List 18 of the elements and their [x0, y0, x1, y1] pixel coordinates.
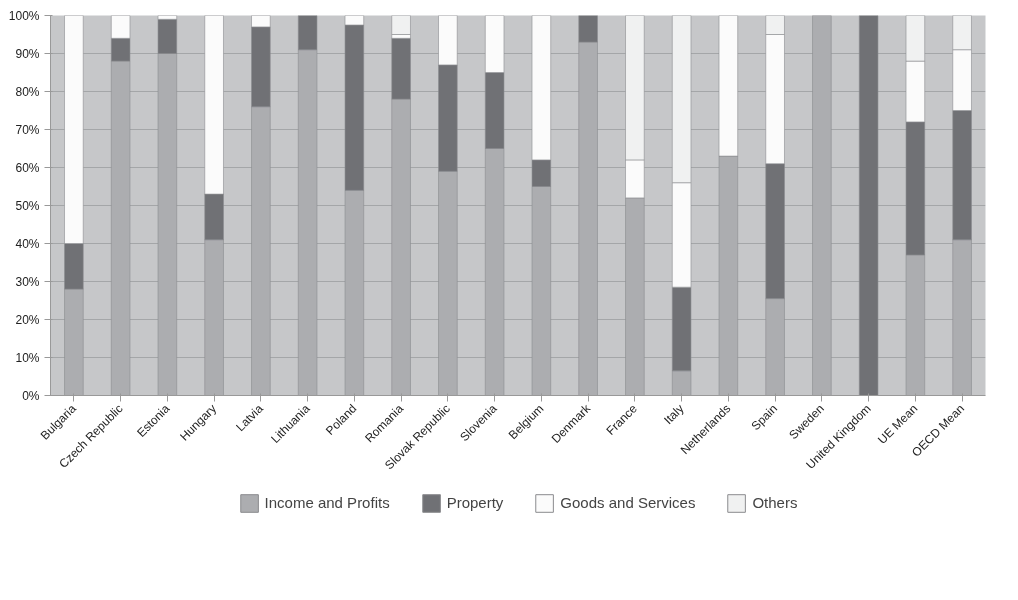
y-tick-label: 50%	[15, 198, 40, 213]
legend-label: Income and Profits	[264, 494, 390, 511]
y-tick-label: 60%	[15, 160, 40, 175]
bar	[812, 15, 832, 396]
y-tick-label: 80%	[15, 84, 40, 99]
y-tick-label: 20%	[15, 312, 40, 327]
y-tick-label: 70%	[15, 122, 40, 137]
bar	[391, 15, 411, 35]
y-tick-label: 90%	[15, 46, 40, 61]
legend-label: Property	[446, 494, 504, 511]
y-tick-label: 100%	[8, 8, 40, 23]
legend-label: Others	[752, 494, 798, 511]
y-tick-label: 0%	[22, 388, 40, 403]
y-tick-label: 30%	[15, 274, 40, 289]
y-tick-label: 40%	[15, 236, 40, 251]
legend-label: Goods and Services	[560, 494, 696, 511]
bar	[858, 15, 879, 396]
y-tick-label: 10%	[15, 350, 40, 365]
